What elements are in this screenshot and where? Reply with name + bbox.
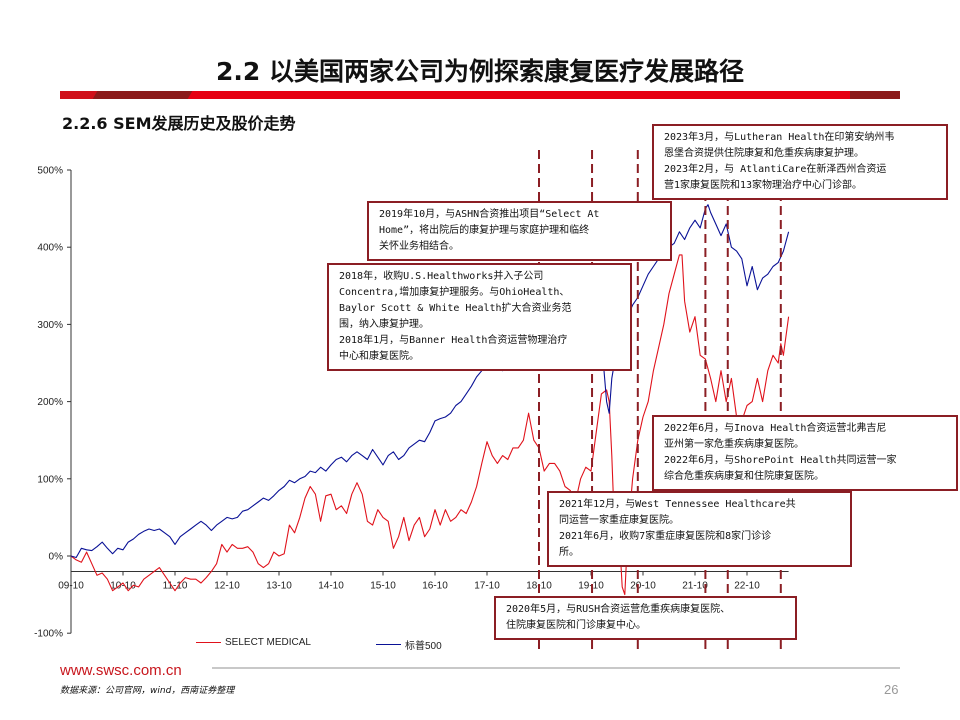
x-tick-label: 12-10 — [214, 580, 240, 591]
x-tick-label: 15-10 — [370, 580, 396, 591]
chart-series — [70, 204, 790, 596]
annotation-line: 亚州第一家危重疾病康复医院。 — [664, 439, 804, 450]
annotation-line: 2021年12月，与West Tennessee Healthcare共 — [559, 499, 796, 510]
y-tick-label: 0% — [49, 552, 64, 563]
annotation-line: 2022年6月，与ShorePoint Health共同运营一家 — [664, 455, 897, 466]
series-line — [70, 204, 790, 559]
annotation-line: 2020年5月，与RUSH合资运营危重疾病康复医院、 — [506, 604, 731, 615]
y-tick-label: 300% — [37, 320, 63, 331]
x-tick-label: 11-10 — [163, 580, 188, 591]
annotation-line: 住院康复医院和门诊康复中心。 — [506, 620, 646, 631]
annotation-line: 2023年2月，与 AtlantiCare在新泽西州合资运 — [664, 164, 887, 175]
page-number: 26 — [884, 682, 899, 697]
y-tick-label: 100% — [37, 474, 63, 485]
y-tick-label: 200% — [37, 397, 63, 408]
annotation-2023: 2023年3月，与Lutheran Health在印第安纳州韦 恩堡合资提供住院… — [652, 124, 948, 200]
annotation-line: 围，纳入康复护理。 — [339, 319, 429, 330]
x-tick-label: 10-10 — [110, 580, 136, 591]
section-subtitle: 2.2.6 SEM发展历史及股价走势 — [62, 114, 296, 133]
annotation-2021: 2021年12月，与West Tennessee Healthcare共 同运营… — [547, 491, 852, 567]
y-tick-label: 500% — [37, 166, 63, 177]
y-tick-label: 400% — [37, 243, 63, 254]
x-tick-label: 16-10 — [422, 580, 448, 591]
annotation-line: 中心和康复医院。 — [339, 351, 419, 362]
annotation-line: 恩堡合资提供住院康复和危重疾病康复护理。 — [664, 148, 864, 159]
bar-segment — [60, 91, 100, 99]
x-tick-label: 20-10 — [630, 580, 656, 591]
annotation-2020: 2020年5月，与RUSH合资运营危重疾病康复医院、 住院康复医院和门诊康复中心… — [494, 596, 797, 640]
legend-label: SELECT MEDICAL — [225, 637, 311, 648]
annotation-line: 2019年10月，与ASHN合资推出项目“Select At — [379, 209, 600, 220]
annotation-line: 2021年6月，收购7家重症康复医院和8家门诊诊 — [559, 531, 772, 542]
annotation-line: 2022年6月，与Inova Health合资运营北弗吉尼 — [664, 423, 887, 434]
legend-swatch-blue — [376, 644, 401, 645]
series-line — [70, 254, 790, 596]
x-tick-label: 14-10 — [318, 580, 344, 591]
annotation-line: Home”，将出院后的康复护理与家庭护理和临终 — [379, 225, 590, 236]
legend-swatch-red — [196, 642, 221, 643]
annotation-line: 综合危重疾病康复和住院康复医院。 — [664, 471, 824, 482]
y-tick-label: -100% — [34, 629, 63, 640]
footer-divider — [212, 667, 900, 669]
annotation-line: 关怀业务相结合。 — [379, 241, 459, 252]
annotation-2022: 2022年6月，与Inova Health合资运营北弗吉尼 亚州第一家危重疾病康… — [652, 415, 958, 491]
x-tick-label: 17-10 — [474, 580, 500, 591]
page-title: 2.2 以美国两家公司为例探索康复医疗发展路径 — [216, 57, 744, 86]
legend-item-select-medical: SELECT MEDICAL — [196, 637, 311, 648]
annotation-line: 所。 — [559, 547, 579, 558]
annotation-line: Concentra,增加康复护理服务。与OhioHealth、 — [339, 287, 570, 298]
data-source-note: 数据来源：公司官网，wind，西南证券整理 — [60, 686, 235, 696]
annotation-2018: 2018年，收购U.S.Healthworks并入子公司 Concentra,增… — [327, 263, 632, 371]
bar-segment-dark-right — [850, 91, 900, 99]
annotation-line: 2018年，收购U.S.Healthworks并入子公司 — [339, 271, 544, 282]
website-link[interactable]: www.swsc.com.cn — [60, 662, 182, 679]
x-tick-label: 22-10 — [734, 580, 760, 591]
legend-item-sp500: 标普500 — [376, 637, 442, 652]
annotation-line: 2023年3月，与Lutheran Health在印第安纳州韦 — [664, 132, 895, 143]
annotation-line: Baylor Scott & White Health扩大合资业务范 — [339, 303, 572, 314]
title-divider-bar — [60, 91, 900, 99]
x-tick-label: 21-10 — [682, 580, 708, 591]
annotation-line: 营1家康复医院和13家物理治疗中心门诊部。 — [664, 180, 863, 191]
annotation-line: 2018年1月，与Banner Health合资运营物理治疗 — [339, 335, 568, 346]
annotation-line: 同运营一家重症康复医院。 — [559, 515, 679, 526]
x-tick-label: 09-10 — [58, 580, 84, 591]
x-tick-label: 13-10 — [266, 580, 292, 591]
annotation-2019: 2019年10月，与ASHN合资推出项目“Select At Home”，将出院… — [367, 201, 672, 261]
legend-label: 标普500 — [405, 641, 442, 652]
